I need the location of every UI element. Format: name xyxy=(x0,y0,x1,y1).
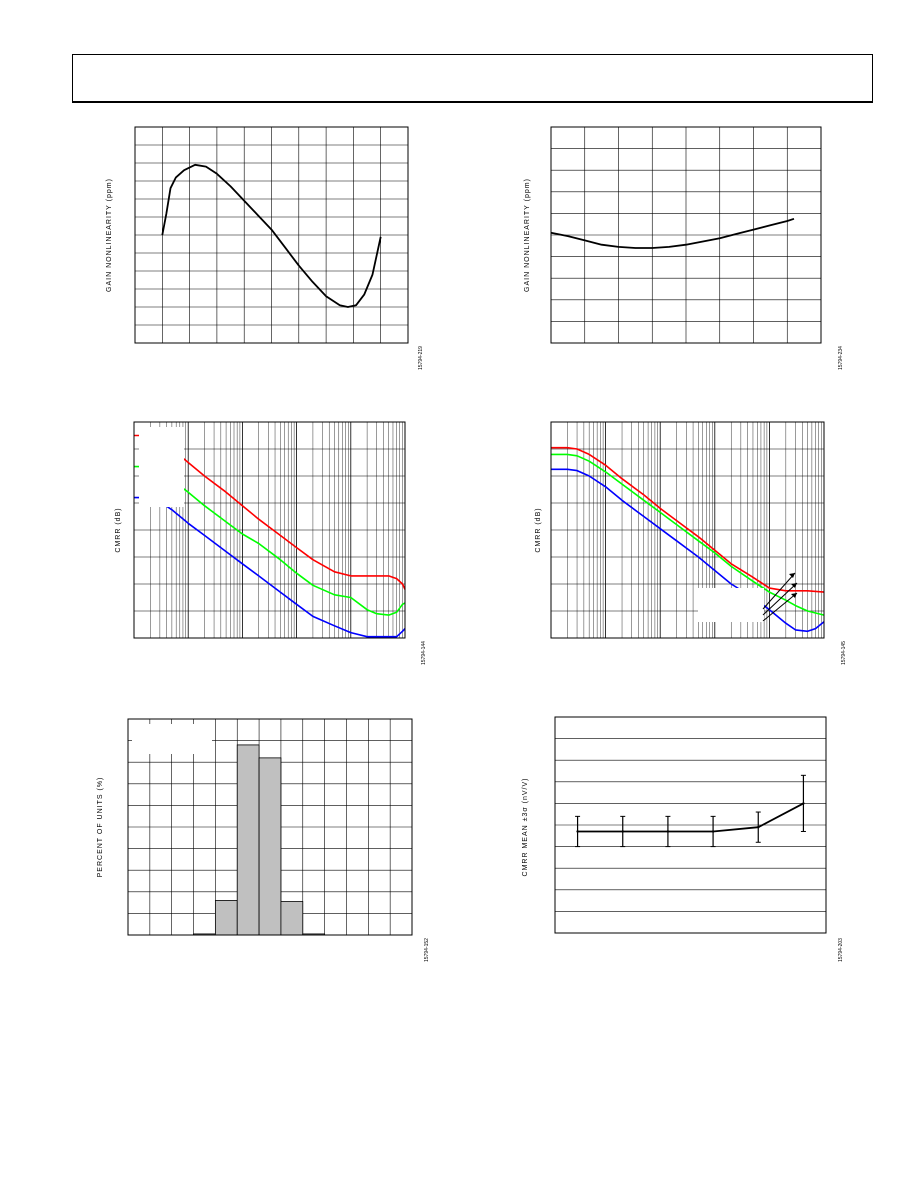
plot-frame xyxy=(550,421,825,639)
cmrr-vs-frequency-chart-1: CMRR (dB) 15794-144 xyxy=(115,421,427,665)
grid xyxy=(555,738,826,912)
histogram-bar xyxy=(214,900,238,936)
figure-code: 15794-144 xyxy=(421,641,427,665)
plot-frame xyxy=(127,718,413,936)
y-axis-label: CMRR (dB) xyxy=(535,507,542,552)
page-header-box xyxy=(72,54,873,103)
legend-area xyxy=(559,721,665,737)
gain-nonlinearity-chart-2: GAIN NONLINEARITY (ppm) 15794-234 xyxy=(524,126,844,370)
figure-code: 15794-219 xyxy=(418,346,424,370)
cmrr-mean-3sigma-chart: CMRR MEAN ±3σ (nV/V) 15794-203 xyxy=(522,716,844,962)
data-point xyxy=(576,830,579,833)
histogram-bar xyxy=(258,757,282,936)
data-point xyxy=(757,825,760,829)
y-axis-label: GAIN NONLINEARITY (ppm) xyxy=(106,178,113,292)
annotation-arrowhead xyxy=(791,593,797,598)
histogram-bar xyxy=(236,744,260,936)
annotation-arrow xyxy=(762,572,796,610)
figure-code: 15794-234 xyxy=(838,346,844,370)
data-point xyxy=(802,802,805,805)
grid xyxy=(551,422,824,638)
legend-area xyxy=(132,724,212,754)
histogram-bar xyxy=(280,901,304,936)
series-line-1 xyxy=(577,802,804,833)
annotation-area xyxy=(698,588,764,622)
y-axis-label: CMRR (dB) xyxy=(115,507,122,552)
series-line-1 xyxy=(161,163,382,308)
plot-frame xyxy=(134,126,409,344)
figure-code: 15794-203 xyxy=(838,938,844,962)
annotation-arrow xyxy=(762,582,798,616)
figure-code: 15794-145 xyxy=(841,641,847,665)
cmrr-vs-frequency-chart-2: CMRR (dB) 15794-145 xyxy=(535,421,847,665)
grid xyxy=(135,127,408,343)
legend-area xyxy=(139,427,184,507)
series-line-1 xyxy=(550,217,795,249)
plot-frame xyxy=(554,716,827,934)
data-point xyxy=(666,830,670,833)
plot-frame xyxy=(550,126,822,344)
data-point xyxy=(621,830,624,833)
series-line-1 xyxy=(551,446,825,593)
gain-nonlinearity-chart-1: GAIN NONLINEARITY (ppm) 15794-219 xyxy=(106,126,424,370)
series-line-3 xyxy=(551,468,825,633)
annotation-arrow xyxy=(762,592,798,622)
y-axis-label: GAIN NONLINEARITY (ppm) xyxy=(524,178,531,292)
percent-of-units-histogram: PERCENT OF UNITS (%) 15794-152 xyxy=(97,718,430,962)
annotation-arrowhead xyxy=(791,583,797,588)
data-point xyxy=(711,830,715,833)
plot-frame xyxy=(133,421,406,639)
y-axis-label: CMRR MEAN ±3σ (nV/V) xyxy=(522,778,529,877)
series-line-3 xyxy=(134,496,406,638)
figure-code: 15794-152 xyxy=(424,938,430,962)
y-axis-label: PERCENT OF UNITS (%) xyxy=(97,777,104,878)
grid xyxy=(551,127,821,343)
annotation-arrowhead xyxy=(789,573,795,578)
